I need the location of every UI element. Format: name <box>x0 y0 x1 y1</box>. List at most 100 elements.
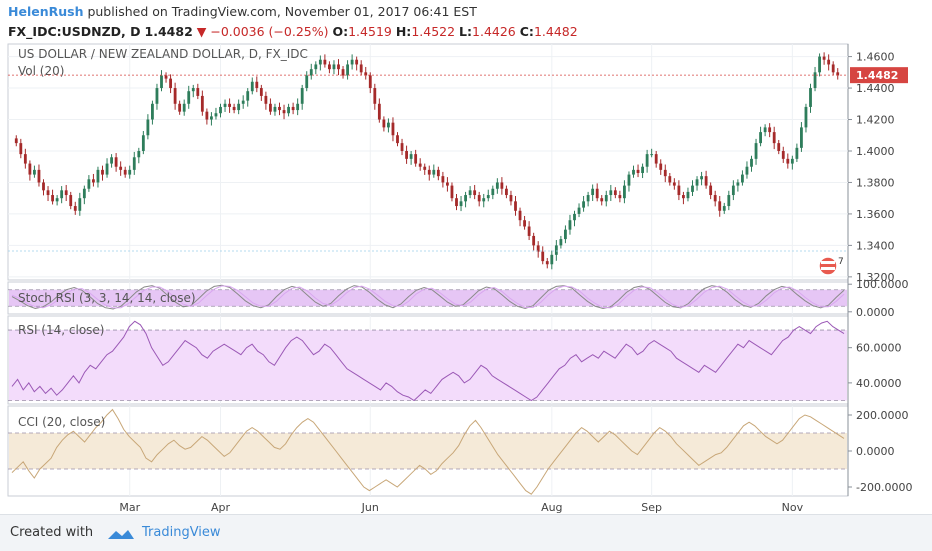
indicator-label: Stoch RSI (3, 3, 14, 14, close) <box>18 291 196 305</box>
candle-body <box>813 72 817 89</box>
indicator-band <box>9 330 847 401</box>
candle-body <box>523 220 526 227</box>
candle-body <box>750 158 753 167</box>
candle-body <box>132 157 136 170</box>
candle-body <box>264 95 268 104</box>
indicator-band <box>9 289 847 307</box>
candle-body <box>423 166 427 170</box>
high-label: H: <box>395 24 412 39</box>
candle-body <box>623 185 626 199</box>
candle-body <box>269 103 272 112</box>
candle-body <box>436 169 440 177</box>
author-name[interactable]: HelenRush <box>8 4 84 19</box>
candle-body <box>663 169 667 177</box>
candle-body <box>223 103 227 107</box>
y-tick-label: 1.3800 <box>856 176 895 189</box>
candle-body <box>722 206 726 211</box>
candle-body <box>110 157 113 164</box>
candle-body <box>409 154 413 159</box>
candle-body <box>795 147 799 159</box>
candle-body <box>69 195 73 207</box>
candle-body <box>60 190 64 199</box>
candle-body <box>341 69 345 76</box>
candle-body <box>373 88 377 104</box>
x-tick-label: Sep <box>641 501 662 514</box>
candle-body <box>650 154 654 156</box>
candle-body <box>200 95 204 112</box>
candle-body <box>241 100 245 104</box>
candle-body <box>328 64 331 70</box>
candle-body <box>101 169 104 175</box>
y-tick-label: 0.0000 <box>856 306 895 319</box>
candle-body <box>686 191 690 199</box>
candle-body <box>659 163 663 170</box>
candle-body <box>210 116 213 120</box>
candle-body <box>627 174 631 186</box>
indicator-band <box>9 433 847 469</box>
candle-body <box>287 106 290 114</box>
candle-body <box>636 169 640 174</box>
x-tick-label: Nov <box>782 501 804 514</box>
last-price-tag <box>850 67 908 84</box>
candle-body <box>314 64 318 70</box>
low-label: L: <box>459 24 473 39</box>
candle-body <box>46 190 50 196</box>
candle-body <box>28 163 32 175</box>
candle-body <box>727 195 731 207</box>
indicator-label: CCI (20, close) <box>18 415 105 429</box>
candle-body <box>559 239 563 246</box>
candle-body <box>246 91 250 101</box>
candle-body <box>23 154 27 164</box>
candle-body <box>550 254 554 265</box>
candle-body <box>250 81 254 92</box>
published-text: published on TradingView.com, November 0… <box>87 4 477 19</box>
y-tick-label: 1.4200 <box>856 114 895 127</box>
candle-body <box>164 75 168 79</box>
candle-body <box>754 143 758 159</box>
candle-body <box>718 201 722 211</box>
candle-body <box>296 103 300 111</box>
candle-body <box>114 157 118 167</box>
header-publish-line: HelenRush published on TradingView.com, … <box>8 2 928 22</box>
created-with-text: Created with <box>10 525 94 540</box>
candle-body <box>151 103 154 120</box>
x-tick-label: Apr <box>211 501 231 514</box>
candle-body <box>645 154 649 167</box>
candle-body <box>300 88 304 104</box>
candle-body <box>573 213 576 221</box>
candle-body <box>450 185 454 199</box>
candle-body <box>368 75 372 89</box>
candle-body <box>500 182 504 189</box>
current-price: 1.4482 <box>144 24 193 39</box>
candle-body <box>178 103 182 112</box>
y-tick-label: 1.4600 <box>856 51 895 64</box>
candle-body <box>82 188 86 199</box>
candle-body <box>527 226 531 236</box>
candle-body <box>682 195 685 199</box>
candle-body <box>541 251 545 262</box>
candle-body <box>800 127 803 148</box>
candle-body <box>305 75 309 89</box>
candle-body <box>391 122 395 136</box>
indicator-label: RSI (14, close) <box>18 323 104 337</box>
candle-body <box>396 135 399 144</box>
y-tick-label: 1.3200 <box>856 271 895 284</box>
candle-body <box>777 143 781 151</box>
candle-body <box>668 176 672 183</box>
candle-body <box>123 169 127 175</box>
candle-body <box>632 169 635 175</box>
candle-body <box>237 103 241 111</box>
candle-body <box>495 182 499 189</box>
candle-body <box>468 190 472 196</box>
tradingview-brand[interactable]: TradingView <box>142 525 221 540</box>
candle-body <box>604 195 608 202</box>
candle-body <box>514 201 517 211</box>
candle-body <box>677 185 681 196</box>
candle-body <box>219 106 222 114</box>
candle-body <box>414 154 418 164</box>
chart-canvas[interactable]: Mar Apr Jun Aug Sep Nov 1.4600 1.4400 1.4200 1.40… <box>0 0 932 514</box>
candle-body <box>14 138 18 144</box>
price-change: −0.0036 (−0.25%) <box>210 24 329 39</box>
down-arrow-icon: ▼ <box>196 24 207 39</box>
flag-badge-icon <box>818 256 838 276</box>
